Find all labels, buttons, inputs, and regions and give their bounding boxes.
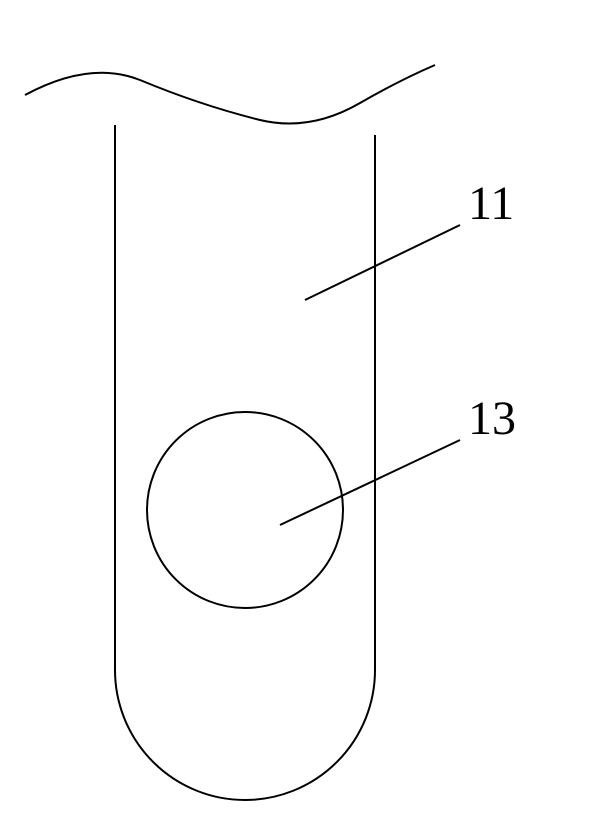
leader-13 bbox=[280, 440, 460, 525]
leader-11 bbox=[305, 225, 460, 300]
callout-label-11: 11 bbox=[468, 176, 514, 231]
break-line bbox=[25, 65, 435, 124]
callout-label-13: 13 bbox=[468, 391, 516, 446]
tube-outline bbox=[115, 125, 375, 800]
